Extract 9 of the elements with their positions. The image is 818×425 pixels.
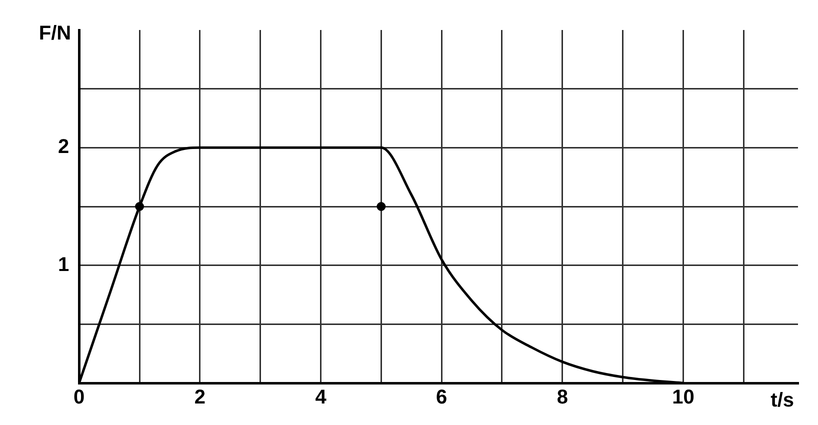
x-tick-label: 4	[315, 386, 328, 409]
x-tick-label: 2	[194, 386, 206, 409]
x-axis-title: t/s	[770, 390, 794, 412]
x-tick-label: 0	[74, 386, 85, 409]
x-tick-label: 6	[436, 386, 448, 409]
y-axis-title: F/N	[38, 22, 72, 45]
y-tick-label: 1	[58, 254, 70, 276]
x-tick-label: 8	[556, 386, 568, 409]
x-tick-label: 10	[672, 386, 694, 409]
